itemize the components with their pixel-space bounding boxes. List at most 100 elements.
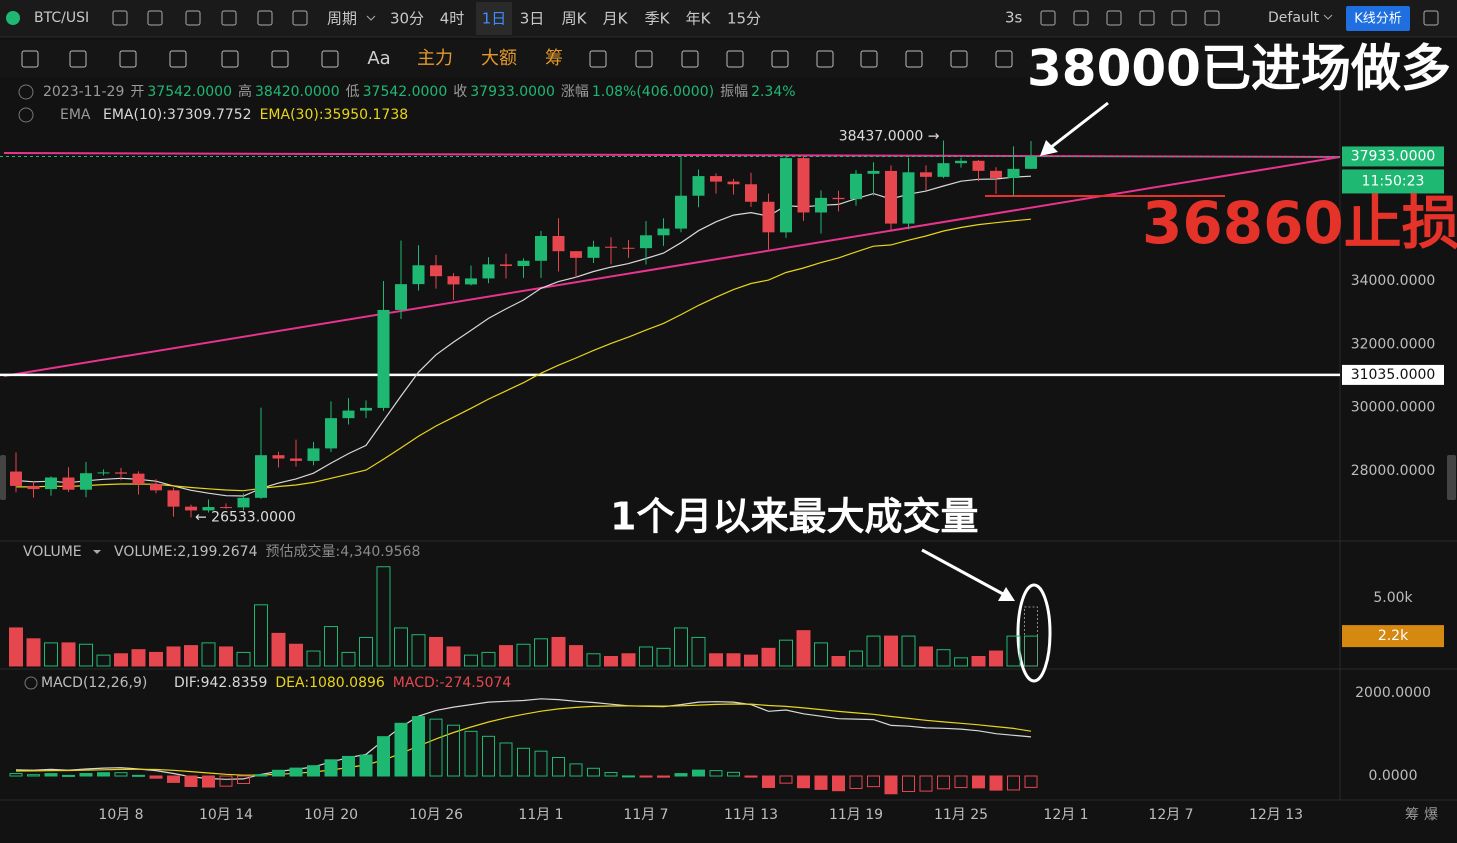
period[interactable]: 周K	[562, 10, 588, 28]
candle-body	[202, 507, 215, 511]
candle-body	[97, 472, 110, 474]
volume-bar	[779, 639, 793, 667]
header-icon[interactable]	[18, 107, 34, 123]
toolbar-icon[interactable]	[257, 10, 273, 26]
toolbar-icon[interactable]	[1040, 10, 1056, 26]
tool-label[interactable]: 主力	[417, 48, 453, 69]
macd-bar	[499, 742, 513, 777]
period[interactable]: 3日	[520, 10, 545, 28]
field-label: 收	[453, 84, 467, 100]
tool-icon[interactable]	[321, 50, 339, 68]
macd-bar	[464, 730, 478, 777]
tool-icon[interactable]	[271, 50, 289, 68]
macd-bar	[779, 775, 793, 784]
macd-bar	[989, 775, 1003, 791]
candle-body	[535, 236, 547, 261]
volume-bar	[954, 657, 968, 667]
analysis-button[interactable]	[1346, 6, 1410, 31]
macd-bar	[692, 769, 705, 777]
field-label: 高	[238, 83, 252, 100]
tool-icon[interactable]	[950, 50, 968, 68]
toolbar-icon[interactable]	[185, 10, 201, 26]
x-tick-label: 11月 7	[623, 807, 668, 823]
volume-bar	[394, 627, 408, 667]
tool-icon[interactable]	[995, 50, 1013, 68]
scroll-handle[interactable]	[1447, 455, 1456, 500]
header-icon[interactable]	[18, 84, 34, 100]
macd-bar	[867, 775, 880, 788]
tool-icon[interactable]	[726, 50, 744, 68]
period[interactable]: 季K	[645, 10, 671, 28]
period[interactable]: 15分	[727, 10, 761, 28]
field-label: 振幅	[720, 84, 748, 100]
symbol[interactable]: BTC/USI	[34, 10, 89, 26]
toolbar-icon[interactable]	[1204, 10, 1220, 26]
user-drawings	[3, 101, 1341, 683]
tool-icon[interactable]	[589, 50, 607, 68]
macd-bar	[149, 775, 163, 779]
macd-bar	[114, 772, 128, 777]
theme[interactable]: Default	[1268, 10, 1320, 26]
tool-label[interactable]: 大额	[481, 48, 517, 69]
toolbar-icon[interactable]	[1106, 10, 1122, 26]
tool-icon[interactable]	[681, 50, 699, 68]
tool-label[interactable]: Aa	[367, 48, 390, 69]
macd-bar	[377, 736, 390, 777]
period[interactable]: 年K	[686, 10, 712, 28]
header-icon[interactable]	[24, 676, 38, 690]
analysis-label[interactable]: K线分析	[1354, 12, 1402, 27]
tool-toolbar	[0, 40, 1340, 78]
macd-bar	[324, 759, 338, 777]
period[interactable]: 30分	[390, 10, 424, 28]
macd-bar	[27, 774, 40, 777]
candle-body	[675, 195, 687, 229]
scroll-handle[interactable]	[0, 455, 6, 500]
macd-bar	[97, 772, 110, 777]
toolbar-icon[interactable]	[1073, 10, 1089, 26]
toolbar-icon[interactable]	[112, 10, 128, 26]
toolbar-icon[interactable]	[1139, 10, 1155, 26]
dropdown-caret[interactable]	[93, 550, 101, 554]
tool-icon[interactable]	[905, 50, 923, 68]
tool-icon[interactable]	[771, 50, 789, 68]
last-price-label: 37933.0000	[1351, 148, 1436, 164]
refresh[interactable]: 3s	[1005, 9, 1023, 27]
tool-icon[interactable]	[119, 50, 137, 68]
tool-label[interactable]: 筹	[545, 48, 563, 69]
volume-note: 1个月以来最大成交量	[610, 495, 978, 539]
candle-body	[815, 197, 827, 213]
volume-bar	[499, 645, 513, 667]
stop-note: 36860止损	[1142, 189, 1457, 257]
tool-icon[interactable]	[169, 50, 187, 68]
volume-bar	[201, 642, 216, 667]
tool-icon[interactable]	[221, 50, 239, 68]
volume-bar	[44, 642, 58, 667]
candle-body	[447, 276, 460, 285]
toolbar-icon[interactable]	[147, 10, 163, 26]
tool-icon[interactable]	[816, 50, 834, 68]
candle-body	[115, 472, 127, 474]
period[interactable]: 1日	[482, 10, 507, 28]
macd-bar	[482, 735, 495, 777]
tool-icon[interactable]	[860, 50, 878, 68]
tool-icon[interactable]	[635, 50, 653, 68]
period-menu[interactable]: 周期	[327, 10, 357, 28]
volume-bar	[604, 655, 618, 667]
period[interactable]: 月K	[603, 10, 629, 28]
footer-item[interactable]: 爆	[1424, 807, 1438, 823]
toolbar-icon[interactable]	[221, 10, 237, 26]
candle-body	[937, 163, 950, 177]
period[interactable]: 4时	[440, 10, 465, 28]
x-tick-label: 11月 25	[934, 807, 988, 823]
toolbar-icon[interactable]	[1423, 10, 1439, 26]
tool-icon[interactable]	[21, 50, 39, 68]
footer-item[interactable]: 筹	[1405, 806, 1419, 823]
arrow-shaft	[921, 548, 1004, 596]
tool-icon[interactable]	[69, 50, 87, 68]
toolbar-icon[interactable]	[1171, 10, 1187, 26]
toolbar-icon[interactable]	[292, 10, 308, 26]
candle-body	[10, 471, 22, 486]
candle-body	[132, 473, 145, 485]
volume-bar	[709, 653, 723, 667]
